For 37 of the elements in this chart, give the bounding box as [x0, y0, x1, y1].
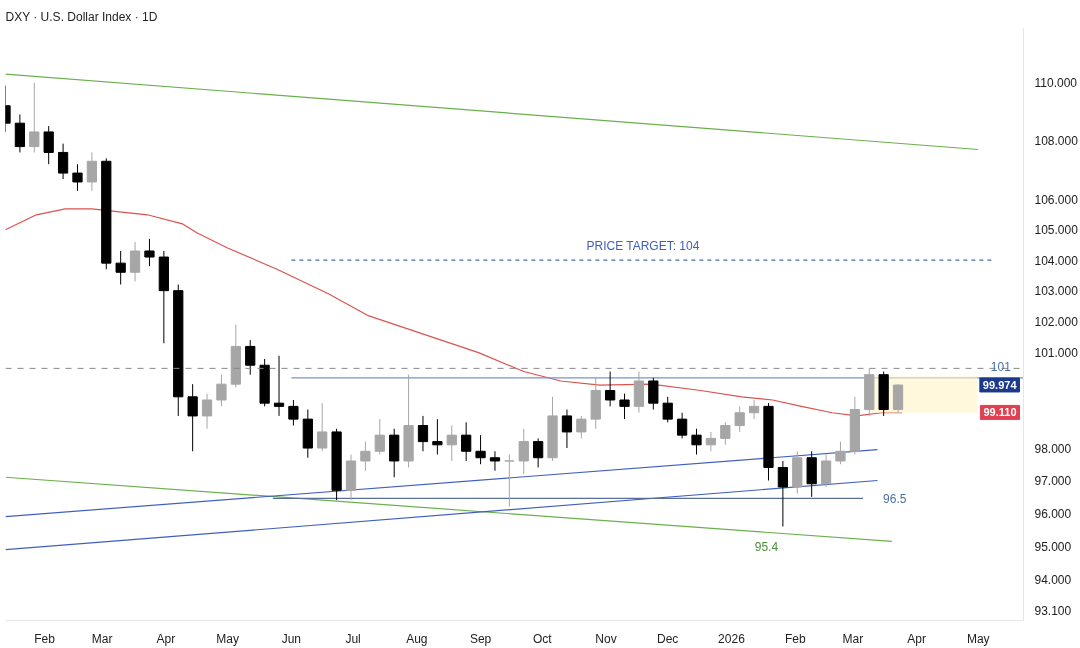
y-tick-label: 104.000 [1034, 253, 1079, 268]
y-tick-label: 106.000 [1034, 193, 1079, 208]
annotation: 95.4 [754, 539, 779, 554]
y-tick-label: 96.000 [1034, 506, 1072, 521]
x-tick-label: Mar [842, 631, 864, 646]
x-tick-label: Mar [91, 631, 113, 646]
x-tick-label: Apr [156, 631, 176, 646]
x-tick-label: May [216, 631, 239, 646]
x-tick-label: Jul [345, 631, 361, 646]
chart-title: DXY · U.S. Dollar Index · 1D [5, 9, 158, 24]
x-tick-label: Sep [469, 631, 492, 646]
x-tick-label: Jun [281, 631, 302, 646]
y-tick-label: 105.000 [1034, 223, 1079, 238]
annotation: 99.110 [983, 406, 1017, 419]
x-tick-label: Oct [532, 631, 553, 646]
y-tick-label: 110.000 [1034, 76, 1078, 91]
x-tick-label: Aug [406, 631, 428, 646]
y-tick-label: 101.000 [1034, 346, 1079, 361]
annotation: 101 [990, 360, 1012, 375]
x-tick-label: 2026 [718, 631, 746, 646]
y-tick-label: 108.000 [1034, 134, 1079, 149]
x-tick-label: May [966, 631, 990, 646]
annotation: 99.974 [982, 378, 1018, 391]
y-tick-label: 102.000 [1034, 315, 1079, 330]
x-tick-label: Apr [907, 631, 926, 646]
y-tick-label: 97.000 [1034, 473, 1072, 488]
x-tick-label: Feb [784, 631, 806, 646]
x-tick-label: Dec [657, 631, 679, 646]
x-tick-label: Feb [34, 631, 56, 646]
x-tick-label: Nov [595, 631, 617, 646]
y-tick-label: 103.000 [1034, 284, 1079, 299]
annotation: PRICE TARGET: 104 [586, 239, 700, 254]
y-tick-label: 95.000 [1034, 539, 1072, 554]
y-tick-label: 98.000 [1034, 441, 1072, 456]
annotation: 96.5 [883, 491, 907, 506]
y-tick-label: 93.100 [1034, 603, 1072, 618]
y-tick-label: 94.000 [1034, 573, 1072, 588]
